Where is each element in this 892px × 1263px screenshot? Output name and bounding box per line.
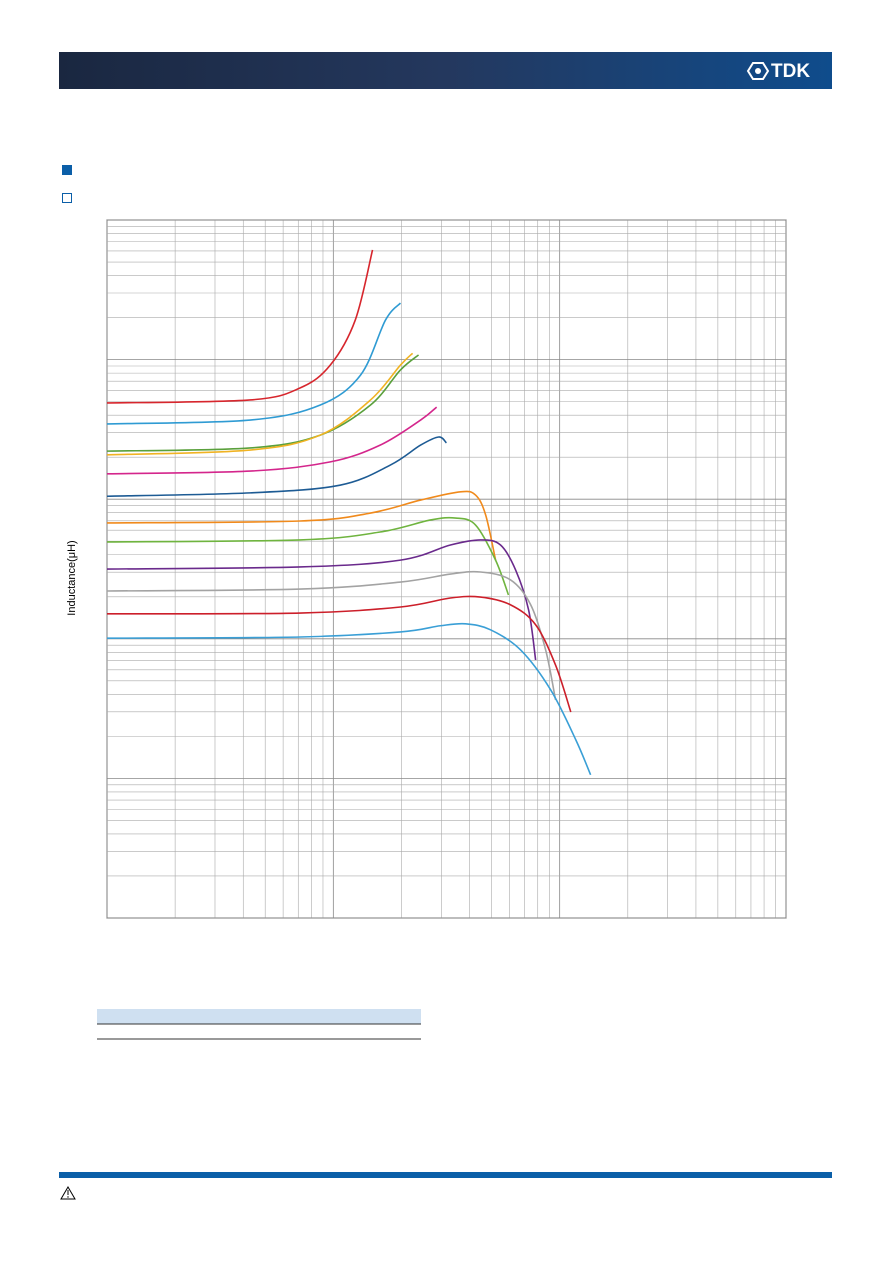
bullet [62,165,72,175]
series-line [106,622,592,776]
series-line [106,436,448,498]
y-axis-label: Inductance(μH) [66,540,78,615]
table-header [97,1009,421,1024]
header-bar [59,52,832,89]
series-line [106,302,402,425]
series-line [106,490,497,561]
footer-bar [59,1172,832,1178]
logo: TDK [771,61,810,82]
chart [106,219,787,919]
series-line [106,539,537,661]
series-line [106,516,510,596]
series-line [106,406,438,475]
series-line [106,249,374,404]
series-line [106,570,557,701]
warning-icon [60,1186,76,1200]
bullet-outline [62,193,72,203]
logo-mark [746,62,770,80]
series-line [106,595,572,713]
series-line [106,352,414,456]
